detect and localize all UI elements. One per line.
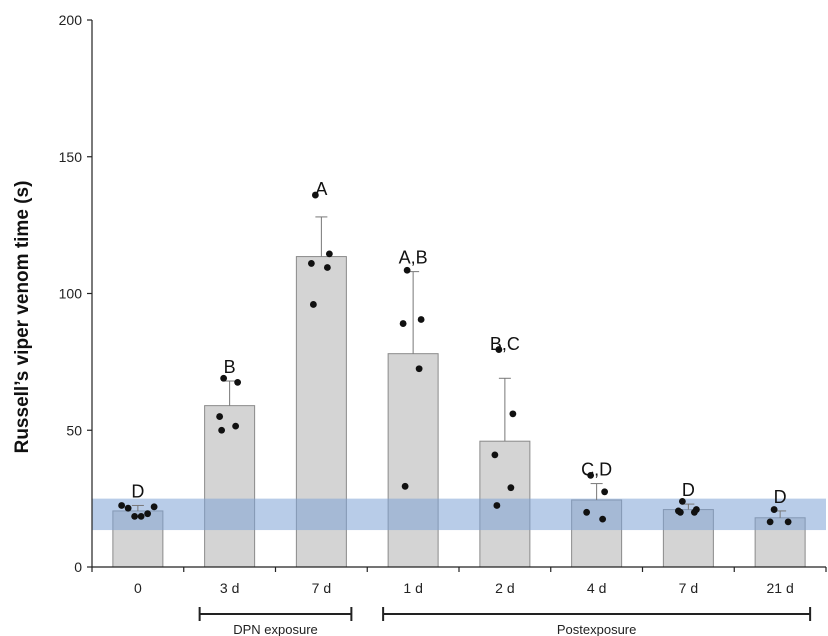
bar-1 — [204, 405, 256, 568]
data-point-1-2 — [216, 413, 224, 420]
data-point-2-2 — [307, 260, 315, 267]
data-point-1-3 — [232, 422, 240, 430]
data-point-3-4 — [401, 482, 409, 490]
y-tick-label-2: 100 — [59, 286, 83, 302]
data-point-2-4 — [309, 301, 317, 308]
data-point-3-3 — [415, 365, 423, 373]
data-point-4-2 — [491, 451, 499, 459]
data-point-4-3 — [507, 484, 515, 492]
x-tick-label-0: 0 — [134, 580, 142, 596]
x-tick-label-6: 7 d — [679, 580, 698, 596]
data-point-0-3 — [137, 513, 145, 520]
bar-3 — [387, 353, 439, 568]
data-point-7-1 — [784, 518, 792, 526]
axes-layer: 0 50 100 150 200 0 3 d 7 d 1 d 2 d 4 d 7 d 21 d DPN e… — [59, 12, 827, 636]
data-point-1-0 — [220, 374, 228, 382]
significance-label-1: B — [224, 357, 236, 377]
data-point-6-3 — [690, 508, 698, 516]
y-tick-label-3: 150 — [59, 149, 83, 165]
data-point-6-0 — [678, 497, 686, 505]
data-point-2-3 — [323, 264, 331, 271]
x-tick-label-5: 4 d — [587, 580, 606, 596]
data-point-7-0 — [770, 506, 778, 513]
significance-label-6: D — [682, 480, 695, 500]
data-point-5-1 — [601, 488, 609, 496]
data-point-5-3 — [599, 515, 607, 523]
data-point-2-0 — [311, 191, 319, 199]
data-point-4-4 — [493, 502, 501, 509]
data-point-2-1 — [325, 250, 333, 258]
labels-layer: D B A A,B B,C C,D D D — [131, 179, 786, 507]
data-point-6-4 — [676, 508, 684, 516]
data-point-0-5 — [150, 503, 158, 511]
x-tick-label-1: 3 d — [220, 580, 239, 596]
group-label-0: DPN exposure — [233, 622, 318, 636]
x-tick-label-4: 2 d — [495, 580, 514, 596]
significance-label-0: D — [131, 481, 144, 501]
x-tick-label-3: 1 d — [403, 580, 422, 596]
y-tick-label-1: 50 — [66, 422, 82, 438]
data-point-7-2 — [766, 518, 774, 526]
x-tick-label-7: 21 d — [767, 580, 794, 596]
significance-label-7: D — [774, 487, 787, 507]
significance-label-5: C,D — [581, 460, 612, 480]
data-point-0-1 — [124, 504, 132, 512]
data-point-3-2 — [399, 320, 407, 327]
data-point-0-0 — [118, 502, 126, 509]
data-point-1-4 — [218, 426, 226, 434]
data-point-5-0 — [587, 471, 595, 479]
significance-label-3: A,B — [399, 248, 428, 268]
y-tick-label-0: 0 — [74, 559, 82, 575]
significance-label-2: A — [315, 179, 327, 199]
data-point-5-2 — [583, 508, 591, 516]
significance-label-4: B,C — [490, 334, 520, 354]
data-point-3-0 — [403, 266, 411, 274]
data-point-1-1 — [234, 378, 242, 386]
data-point-0-4 — [144, 510, 152, 518]
data-point-0-2 — [131, 513, 139, 520]
x-tick-label-2: 7 d — [312, 580, 331, 596]
data-point-4-0 — [495, 346, 503, 353]
group-label-1: Postexposure — [557, 622, 637, 636]
data-points-layer — [118, 191, 792, 526]
data-point-3-1 — [417, 316, 425, 323]
y-axis-label: Russell’s viper venom time (s) — [12, 181, 33, 454]
y-tick-label-4: 200 — [59, 12, 83, 28]
reference-band — [92, 498, 826, 531]
data-point-4-1 — [509, 410, 517, 418]
